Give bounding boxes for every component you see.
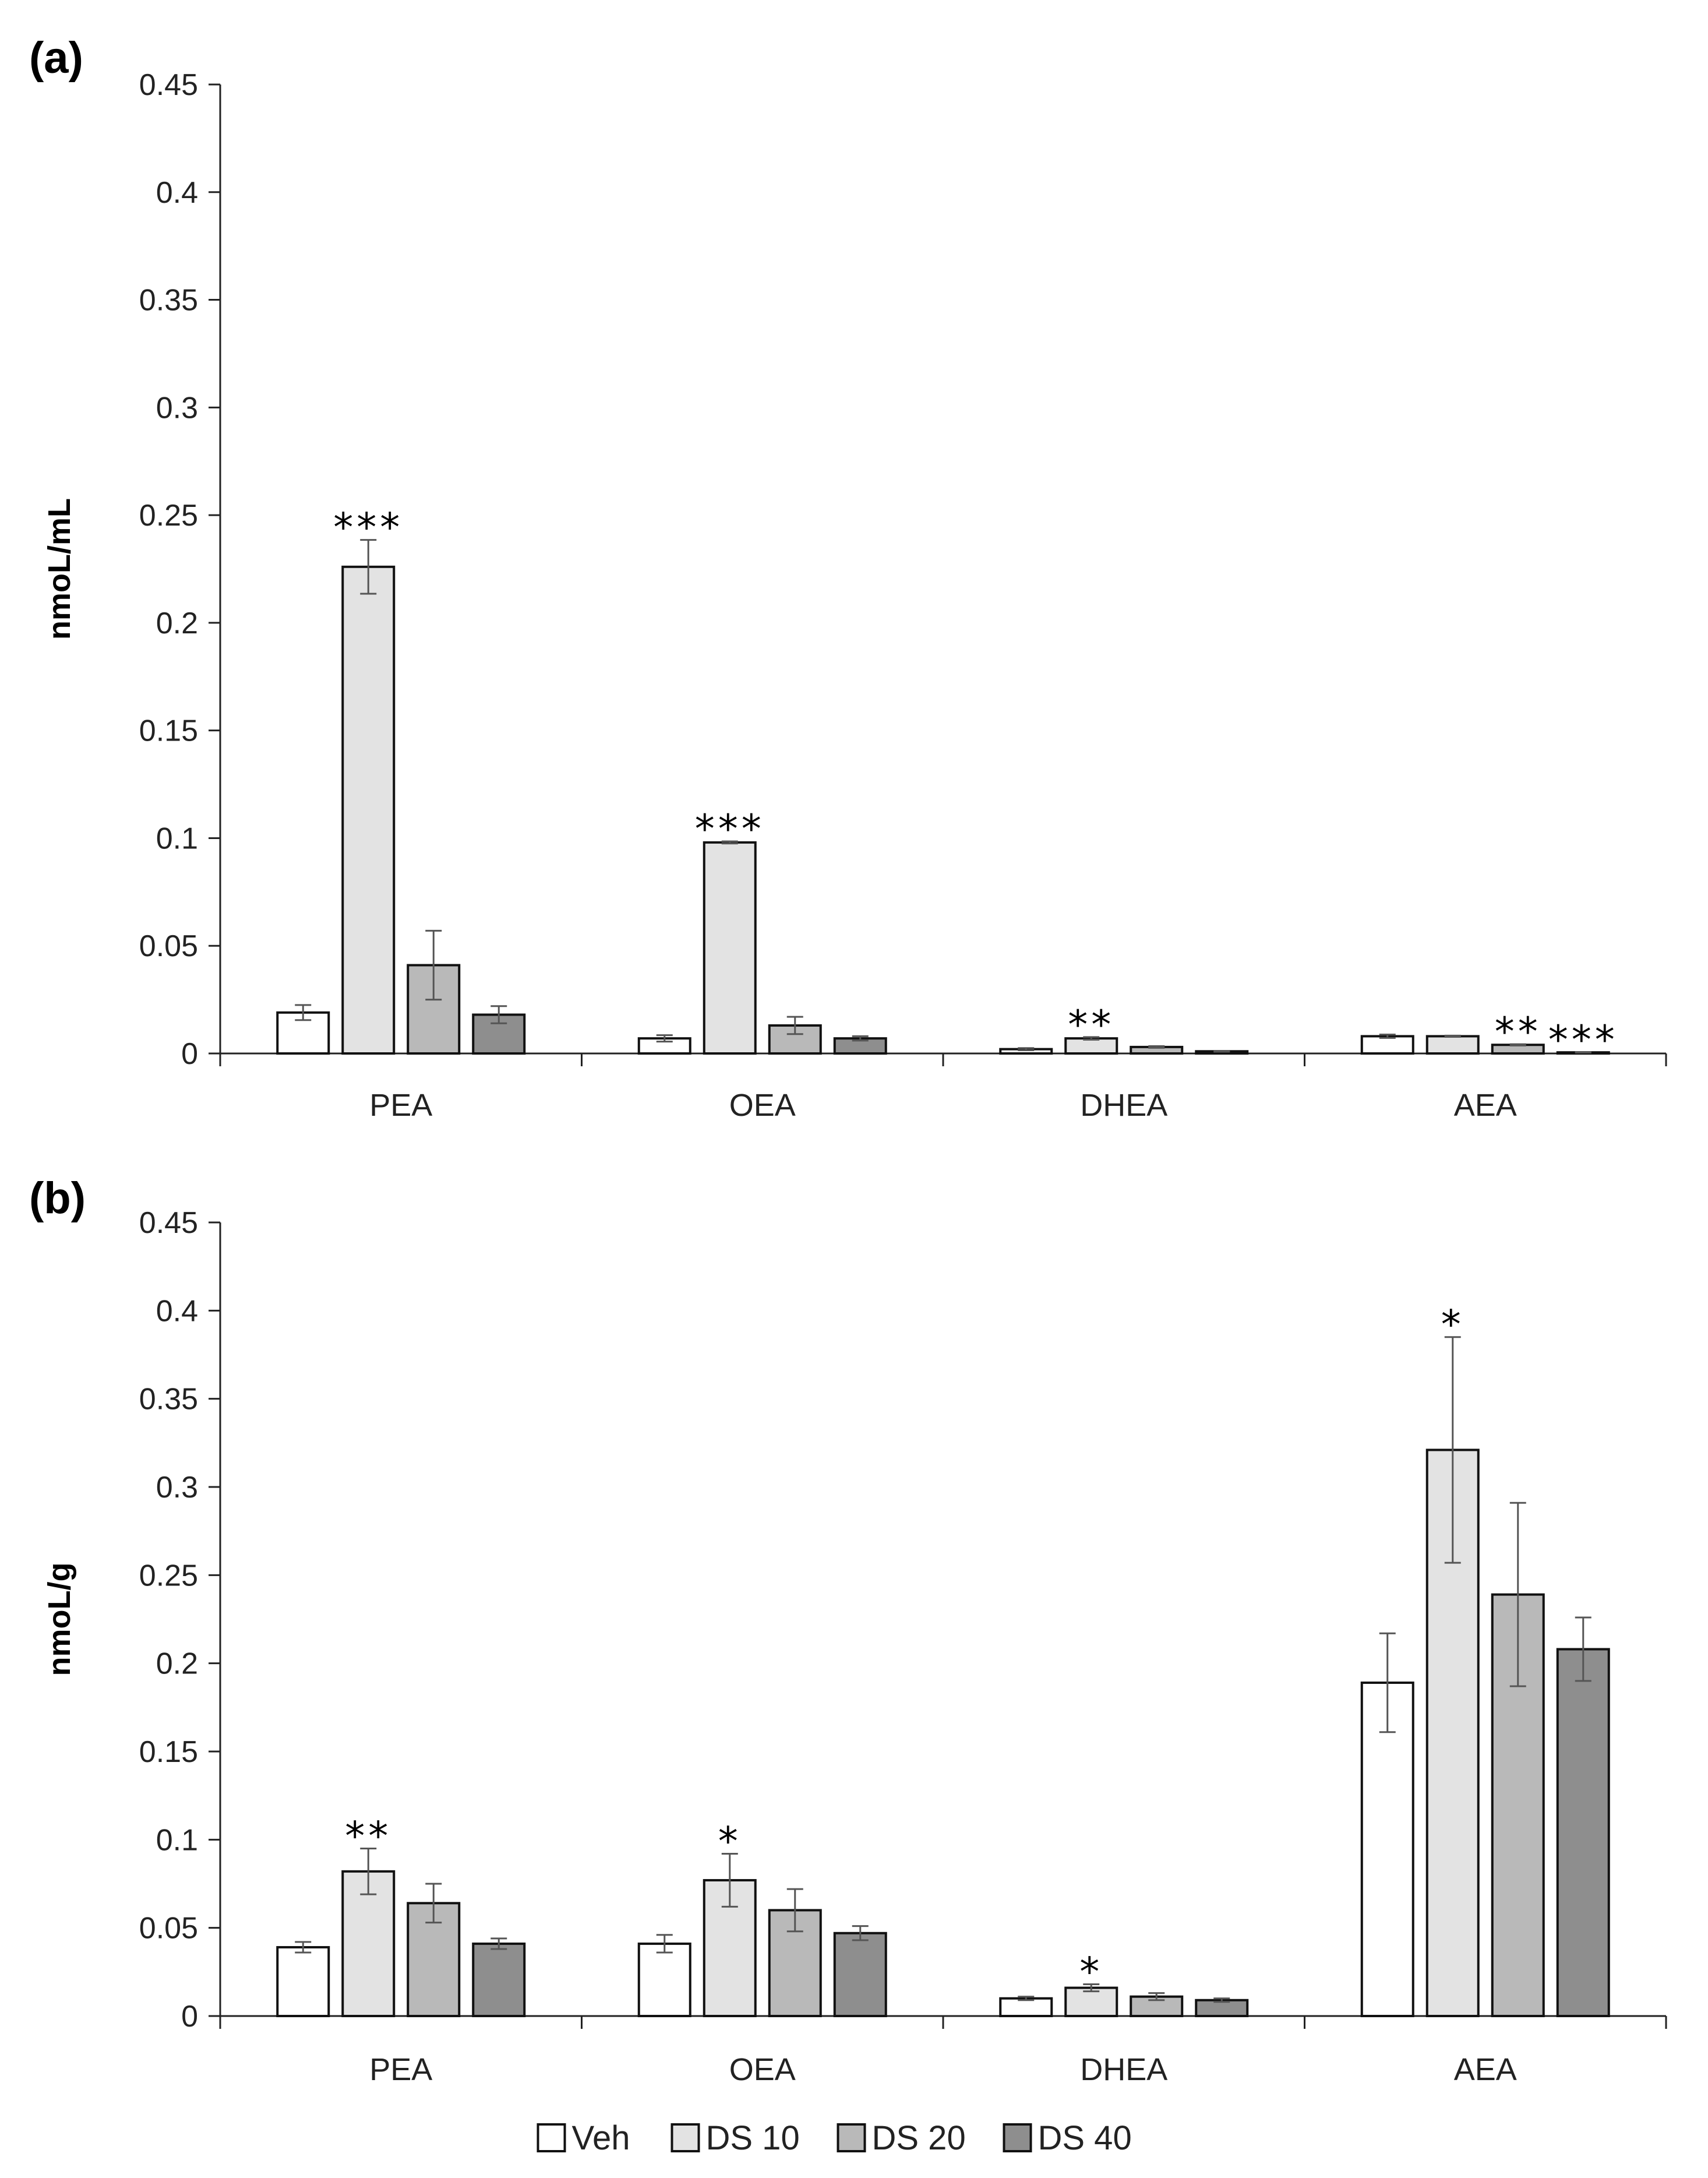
y-tick-label: 0 xyxy=(181,2000,198,2033)
legend-swatch xyxy=(1003,2123,1032,2152)
significance-marker: *** xyxy=(1548,1017,1618,1063)
legend-item-ds-20: DS 20 xyxy=(837,2119,966,2157)
y-axis-label: nmoL/g xyxy=(42,1563,77,1676)
bar-aea-ds-10 xyxy=(1425,1035,1480,1055)
x-category-label-aea: AEA xyxy=(1454,1088,1517,1123)
significance-marker: *** xyxy=(333,505,403,551)
legend-item-ds-40: DS 40 xyxy=(1003,2119,1132,2157)
y-tick-label: 0.4 xyxy=(156,1294,198,1328)
legend-item-veh: Veh xyxy=(537,2119,630,2157)
bar-aea-veh xyxy=(1360,1681,1414,2017)
bar-dhea-ds-10 xyxy=(1064,1986,1118,2017)
x-category-label-pea: PEA xyxy=(369,1088,432,1123)
x-category-label-pea: PEA xyxy=(369,2052,432,2087)
y-tick-label: 0.1 xyxy=(156,1823,198,1857)
significance-marker: * xyxy=(1441,1302,1464,1348)
x-category-label-dhea: DHEA xyxy=(1080,1088,1167,1123)
x-category-label-oea: OEA xyxy=(729,2052,796,2087)
bar-dhea-veh xyxy=(999,1997,1053,2018)
y-tick-label: 0.2 xyxy=(156,1647,198,1681)
legend: Veh DS 10 DS 20 DS 40 xyxy=(537,2119,1132,2157)
y-tick-label: 0.35 xyxy=(139,1383,198,1416)
y-tick-label: 0.3 xyxy=(156,391,198,425)
y-tick-label: 0.05 xyxy=(139,1912,198,1946)
significance-marker: ** xyxy=(1495,1009,1541,1055)
legend-label: DS 10 xyxy=(706,2119,800,2157)
bar-pea-ds-10 xyxy=(341,565,396,1055)
y-tick-label: 0.4 xyxy=(156,176,198,210)
y-tick-label: 0.25 xyxy=(139,1559,198,1592)
legend-swatch xyxy=(837,2123,866,2152)
bar-dhea-ds-10 xyxy=(1064,1037,1118,1055)
significance-marker: * xyxy=(1079,1950,1103,1996)
bar-oea-veh xyxy=(637,1942,691,2018)
legend-label: DS 40 xyxy=(1038,2119,1132,2157)
y-tick-label: 0.3 xyxy=(156,1471,198,1504)
y-tick-label: 0.35 xyxy=(139,284,198,318)
bar-oea-ds-10 xyxy=(703,841,757,1055)
legend-swatch xyxy=(671,2123,700,2152)
legend-label: DS 20 xyxy=(872,2119,966,2157)
panel-label: (b) xyxy=(29,1173,86,1223)
y-tick-label: 0.45 xyxy=(139,1206,198,1240)
bar-aea-ds-40 xyxy=(1556,1648,1610,2018)
legend-item-ds-10: DS 10 xyxy=(671,2119,800,2157)
significance-marker: * xyxy=(718,1819,742,1865)
x-category-label-aea: AEA xyxy=(1454,2052,1517,2087)
x-category-label-dhea: DHEA xyxy=(1080,2052,1167,2087)
significance-marker: ** xyxy=(345,1813,391,1859)
bar-pea-ds-10 xyxy=(341,1870,396,2017)
y-tick-label: 0 xyxy=(181,1037,198,1071)
bar-pea-veh xyxy=(276,1946,330,2017)
y-tick-label: 0.1 xyxy=(156,822,198,855)
bar-pea-ds-40 xyxy=(472,1942,526,2018)
y-tick-label: 0.15 xyxy=(139,1735,198,1769)
y-tick-label: 0.25 xyxy=(139,499,198,533)
chart-panel-b: (b) nmoL/g 0 0.05 0.1 0.15 0.2 0.25 0.3 0.35 0.4 0.… xyxy=(29,1173,1667,2087)
panel-label: (a) xyxy=(29,33,83,83)
bar-pea-ds-40 xyxy=(472,1013,526,1055)
y-axis-label: nmoL/mL xyxy=(42,498,77,640)
chart-panel-a: (a) nmoL/mL 0 0.05 0.1 0.15 0.2 0.25 0.3 0.35 0.4 0… xyxy=(29,33,1667,1123)
y-tick-label: 0.2 xyxy=(156,607,198,640)
significance-marker: ** xyxy=(1068,1002,1114,1048)
bar-oea-ds-40 xyxy=(833,1932,887,2017)
legend-swatch xyxy=(537,2123,566,2152)
x-category-label-oea: OEA xyxy=(729,1088,796,1123)
y-tick-label: 0.05 xyxy=(139,929,198,963)
y-tick-label: 0.15 xyxy=(139,714,198,748)
significance-marker: *** xyxy=(695,806,765,852)
bar-dhea-ds-40 xyxy=(1195,1999,1249,2018)
y-tick-label: 0.45 xyxy=(139,68,198,102)
legend-label: Veh xyxy=(572,2119,630,2157)
